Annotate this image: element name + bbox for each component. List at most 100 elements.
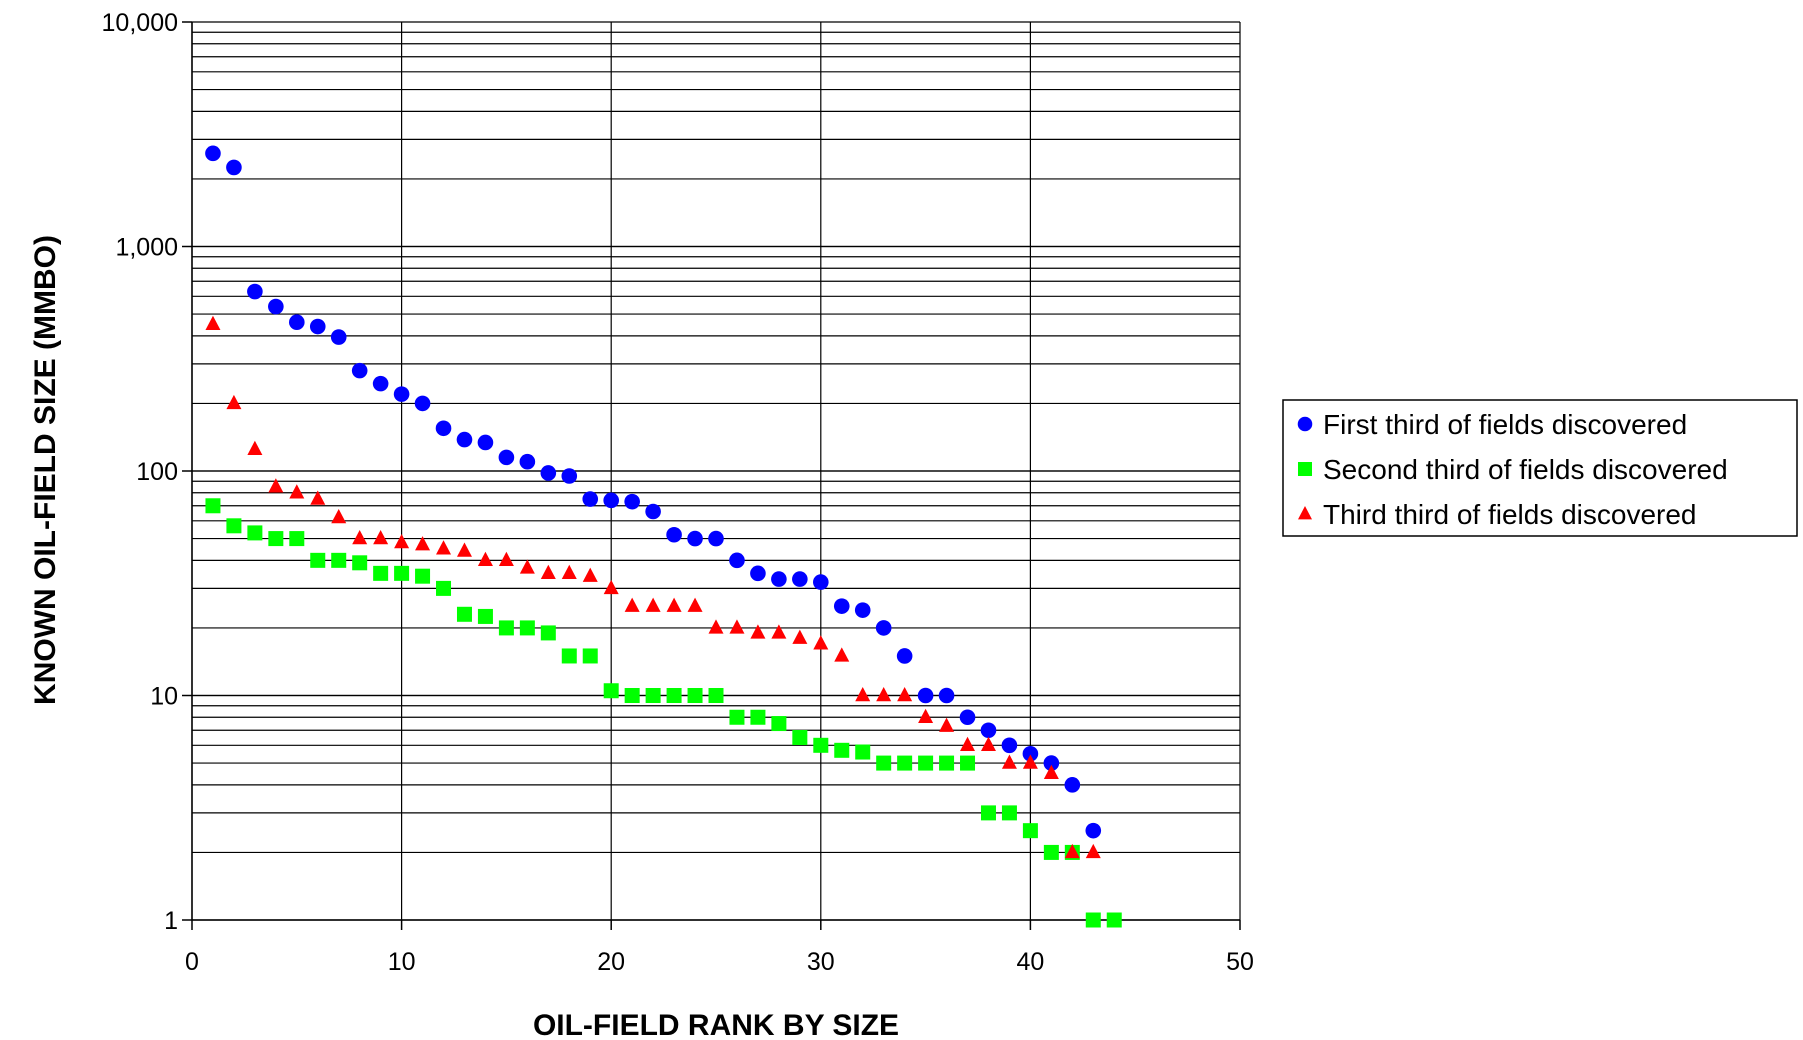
square-point bbox=[980, 805, 996, 821]
square-point bbox=[876, 755, 892, 771]
circle-point bbox=[729, 552, 745, 569]
triangle-point bbox=[666, 597, 682, 612]
square-point bbox=[456, 606, 472, 622]
circle-point bbox=[309, 318, 326, 335]
series-triangle bbox=[205, 315, 1101, 859]
circle-point bbox=[959, 709, 976, 726]
x-tick-label: 10 bbox=[388, 948, 416, 976]
series-circle bbox=[205, 145, 1102, 839]
circle-point bbox=[603, 492, 619, 509]
triangle-point bbox=[498, 551, 514, 567]
triangle-point bbox=[980, 736, 996, 752]
triangle-point bbox=[1022, 754, 1038, 769]
square-point bbox=[771, 716, 787, 732]
square-point bbox=[394, 565, 410, 581]
square-point bbox=[666, 688, 682, 703]
series-square bbox=[205, 498, 1122, 928]
circle-point bbox=[833, 598, 850, 614]
square-point bbox=[1001, 805, 1017, 821]
square-point bbox=[603, 683, 619, 699]
circle-point bbox=[813, 574, 829, 590]
circle-point bbox=[289, 314, 305, 331]
y-tick-label: 1,000 bbox=[115, 234, 178, 262]
triangle-point bbox=[519, 559, 535, 574]
square-point bbox=[1085, 912, 1101, 928]
square-point bbox=[750, 709, 766, 725]
circle-point bbox=[687, 530, 703, 547]
square-point bbox=[415, 568, 431, 584]
square-point bbox=[561, 648, 577, 664]
square-point bbox=[247, 525, 263, 541]
square-point bbox=[1022, 823, 1038, 839]
square-point bbox=[897, 755, 913, 771]
legend-label: First third of fields discovered bbox=[1323, 409, 1687, 440]
square-point bbox=[310, 552, 326, 568]
circle-point bbox=[247, 283, 263, 300]
square-point bbox=[792, 730, 808, 746]
circle-point bbox=[498, 449, 515, 466]
tick-labels: 1 10 100 1,000 10,000 0 10 20 30 40 50 bbox=[102, 9, 1254, 976]
legend: First third of fields discovered Second t… bbox=[1282, 399, 1798, 537]
x-tick-label: 20 bbox=[597, 948, 625, 976]
triangle-point bbox=[540, 564, 556, 580]
triangle-point bbox=[645, 597, 661, 612]
triangle-point bbox=[247, 440, 263, 455]
legend-label: Third third of fields discovered bbox=[1323, 499, 1697, 530]
triangle-point bbox=[897, 686, 913, 702]
square-point bbox=[1106, 912, 1122, 928]
triangle-point bbox=[834, 647, 850, 662]
triangle-point bbox=[394, 534, 410, 549]
circle-point bbox=[414, 395, 431, 412]
circle-point bbox=[771, 571, 787, 587]
triangle-point bbox=[582, 567, 598, 582]
square-point bbox=[939, 755, 955, 771]
circle-point bbox=[519, 453, 536, 470]
grid-lines bbox=[191, 21, 1241, 921]
legend-triangle-icon bbox=[1298, 506, 1312, 520]
legend-circle-icon bbox=[1297, 416, 1313, 432]
triangle-point bbox=[792, 629, 808, 644]
square-point bbox=[918, 755, 934, 771]
triangle-point bbox=[1043, 764, 1059, 780]
triangle-point bbox=[226, 394, 242, 410]
triangle-point bbox=[289, 484, 305, 499]
square-point bbox=[729, 709, 745, 725]
square-point bbox=[436, 580, 452, 596]
square-point bbox=[960, 755, 976, 771]
triangle-point bbox=[939, 717, 955, 732]
triangle-point bbox=[855, 686, 871, 702]
square-point bbox=[1043, 844, 1059, 860]
circle-point bbox=[624, 493, 640, 510]
legend-square-icon bbox=[1298, 462, 1312, 476]
triangle-point bbox=[436, 540, 452, 555]
triangle-point bbox=[876, 686, 892, 702]
circle-point bbox=[980, 722, 997, 739]
triangle-point bbox=[750, 624, 766, 639]
triangle-point bbox=[729, 619, 745, 634]
triangle-point bbox=[331, 509, 347, 524]
square-point bbox=[687, 688, 703, 703]
circle-point bbox=[393, 386, 410, 402]
circle-point bbox=[351, 362, 368, 379]
legend-box bbox=[1282, 399, 1798, 537]
circle-point bbox=[917, 687, 934, 704]
square-point bbox=[855, 744, 871, 760]
circle-point bbox=[1085, 822, 1102, 839]
circle-point bbox=[896, 648, 913, 664]
y-tick-label: 1 bbox=[164, 907, 178, 935]
square-point bbox=[645, 688, 661, 703]
triangle-point bbox=[1064, 843, 1080, 859]
square-point bbox=[582, 648, 598, 664]
triangle-point bbox=[268, 478, 284, 493]
y-tick-label: 10,000 bbox=[102, 9, 178, 37]
square-point bbox=[624, 688, 640, 703]
square-point bbox=[331, 552, 347, 568]
triangle-point bbox=[918, 708, 934, 723]
circle-point bbox=[226, 159, 242, 176]
square-point bbox=[477, 608, 493, 624]
triangle-point bbox=[708, 619, 724, 634]
x-tick-label: 50 bbox=[1226, 948, 1254, 976]
circle-point bbox=[456, 431, 473, 448]
circle-point bbox=[540, 465, 557, 481]
